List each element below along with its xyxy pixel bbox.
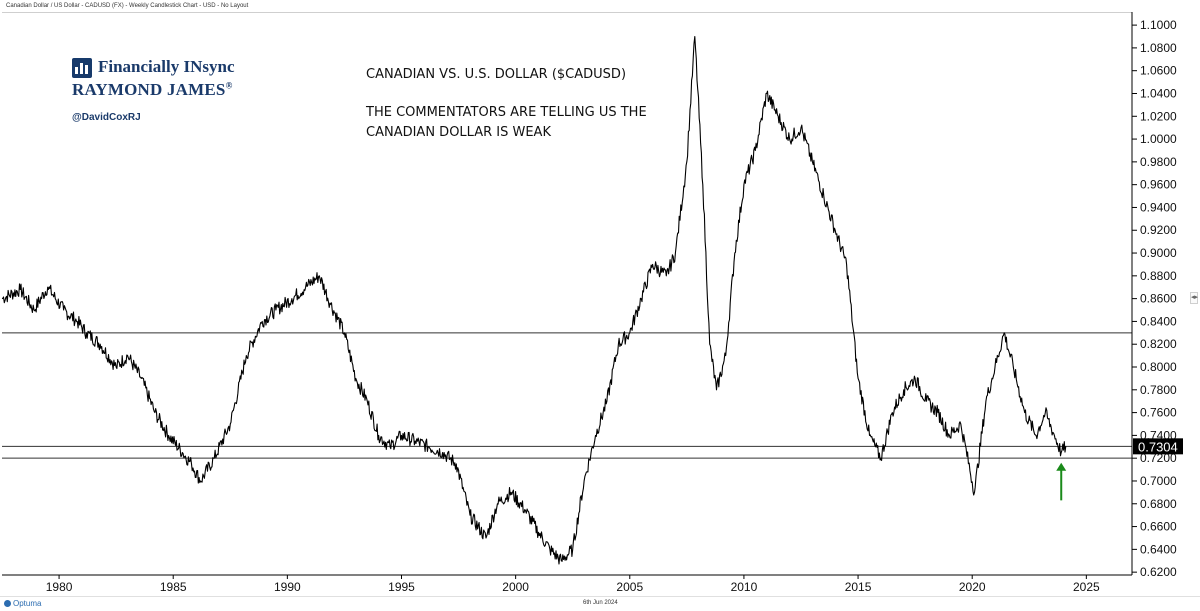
optuma-logo-icon xyxy=(4,600,11,607)
optuma-brand: Optuma xyxy=(4,599,41,608)
candlestick-logo-icon xyxy=(72,58,92,78)
footer-date: 6th Jun 2024 xyxy=(583,600,618,606)
y-tick-label: 0.9000 xyxy=(1140,246,1177,260)
plot-frame xyxy=(2,12,1132,575)
author-handle: @DavidCoxRJ xyxy=(72,112,141,123)
y-tick-label: 1.1000 xyxy=(1140,18,1177,32)
y-tick-label: 1.0400 xyxy=(1140,86,1177,100)
company-name: RAYMOND JAMES® xyxy=(72,80,233,99)
y-tick-label: 0.9600 xyxy=(1140,178,1177,192)
annotation-line-1: THE COMMENTATORS ARE TELLING US THE xyxy=(366,105,647,120)
footer-bar: Optuma 6th Jun 2024 xyxy=(0,596,1200,611)
y-tick-label: 0.9800 xyxy=(1140,155,1177,169)
y-tick-label: 0.9200 xyxy=(1140,223,1177,237)
y-tick-label: 0.7600 xyxy=(1140,406,1177,420)
y-axis: 0.62000.64000.66000.68000.70000.72000.74… xyxy=(1131,12,1177,579)
y-tick-label: 0.8000 xyxy=(1140,360,1177,374)
y-tick-label: 0.8200 xyxy=(1140,337,1177,351)
last-value-badge xyxy=(1133,438,1183,455)
x-tick-label: 1990 xyxy=(274,580,301,594)
y-tick-label: 1.0200 xyxy=(1140,109,1177,123)
annotation-title: CANADIAN VS. U.S. DOLLAR ($CADUSD) xyxy=(366,67,627,82)
x-tick-label: 1995 xyxy=(388,580,415,594)
y-tick-label: 0.6200 xyxy=(1140,565,1177,579)
y-tick-label: 0.9400 xyxy=(1140,200,1177,214)
y-tick-label: 1.0800 xyxy=(1140,41,1177,55)
x-tick-label: 2010 xyxy=(731,580,758,594)
window-title: Canadian Dollar / US Dollar - CADUSD (FX… xyxy=(6,3,249,9)
x-tick-label: 2015 xyxy=(845,580,872,594)
y-tick-label: 0.6600 xyxy=(1140,520,1177,534)
y-tick-label: 0.8400 xyxy=(1140,314,1177,328)
y-tick-label: 0.7000 xyxy=(1140,474,1177,488)
y-tick-label: 0.8800 xyxy=(1140,269,1177,283)
x-tick-label: 1980 xyxy=(46,580,73,594)
annotation-line-2: CANADIAN DOLLAR IS WEAK xyxy=(366,125,551,140)
y-tick-label: 0.7200 xyxy=(1140,451,1177,465)
x-tick-label: 1985 xyxy=(160,580,187,594)
x-tick-label: 2000 xyxy=(502,580,529,594)
arrow-layer xyxy=(1056,462,1067,501)
arrow-up-icon xyxy=(1056,462,1067,471)
y-tick-label: 0.7800 xyxy=(1140,383,1177,397)
y-tick-label: 0.8600 xyxy=(1140,292,1177,306)
y-tick-label: 0.6800 xyxy=(1140,497,1177,511)
x-tick-label: 2005 xyxy=(616,580,643,594)
axis-scroll-handle[interactable]: ◂▸ xyxy=(1190,292,1198,304)
x-axis: 1980 1985 1990 1995 2000 2005 2010 2015 2020 2025 xyxy=(2,574,1132,594)
brand-name: Financially INsync xyxy=(98,57,235,76)
price-series-line[interactable] xyxy=(1,35,1067,565)
last-value-layer: 0.7304 xyxy=(1133,438,1183,455)
y-tick-label: 0.6400 xyxy=(1140,542,1177,556)
price-series-layer xyxy=(1,35,1067,565)
y-tick-label: 1.0600 xyxy=(1140,64,1177,78)
y-tick-label: 1.0000 xyxy=(1140,132,1177,146)
x-tick-label: 2020 xyxy=(959,580,986,594)
last-value-label: 0.7304 xyxy=(1138,439,1178,454)
x-tick-label: 2025 xyxy=(1073,580,1100,594)
